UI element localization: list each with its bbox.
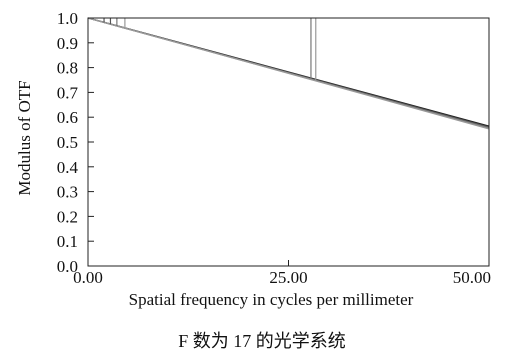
x-axis-title: Spatial frequency in cycles per millimet… xyxy=(129,290,414,309)
plot-area xyxy=(87,17,490,130)
y-axis-title: Modulus of OTF xyxy=(15,80,34,195)
y-tick-label: 0.9 xyxy=(57,34,78,53)
y-tick-label: 0.0 xyxy=(57,257,78,276)
axes: 0.0 0.1 0.2 0.3 0.4 0.5 0.6 0.7 0.8 0.9 1.0 0.00 25.… xyxy=(57,9,491,287)
figure-caption: F 数为 17 的光学系统 xyxy=(178,331,346,351)
y-tick-label: 0.3 xyxy=(57,183,78,202)
x-tick-label: 25.00 xyxy=(269,268,307,287)
otf-series-line-4 xyxy=(87,17,490,130)
y-tick-label: 0.1 xyxy=(57,232,78,251)
x-tick-label: 0.00 xyxy=(73,268,103,287)
y-tick-label: 0.4 xyxy=(57,158,79,177)
x-tick-label: 50.00 xyxy=(453,268,491,287)
y-tick-label: 0.8 xyxy=(57,59,78,78)
y-tick-label: 1.0 xyxy=(57,9,78,28)
y-tick-label: 0.7 xyxy=(57,83,79,102)
y-tick-label: 0.6 xyxy=(57,108,78,127)
plot-frame xyxy=(87,17,490,267)
y-tick-label: 0.5 xyxy=(57,133,78,152)
y-tick-label: 0.2 xyxy=(57,207,78,226)
